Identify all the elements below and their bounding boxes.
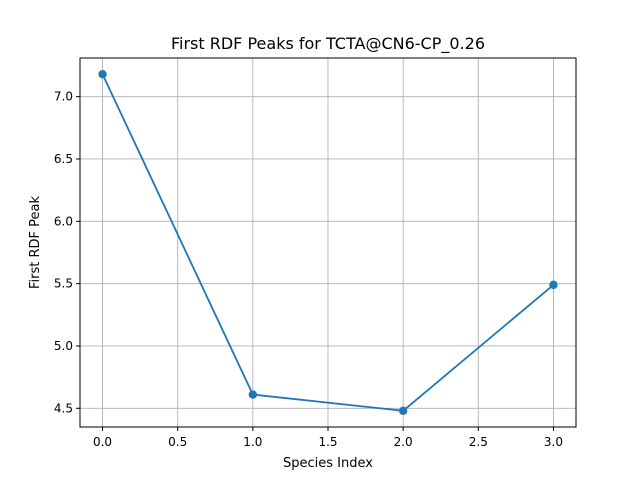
y-tick-label: 7.0 <box>54 90 73 104</box>
x-tick-label: 3.0 <box>544 435 563 449</box>
series-layer <box>98 70 558 415</box>
x-tick-label: 2.0 <box>394 435 413 449</box>
x-tick-label: 1.5 <box>318 435 337 449</box>
x-tick-label: 0.0 <box>93 435 112 449</box>
x-tick-label: 1.0 <box>243 435 262 449</box>
series-line <box>101 73 555 412</box>
y-tick-label: 5.5 <box>54 277 73 291</box>
data-point <box>248 390 258 399</box>
x-axis-label: Species Index <box>283 456 373 471</box>
grid <box>80 58 576 427</box>
x-tick-label: 2.5 <box>469 435 488 449</box>
y-tick-label: 5.0 <box>54 339 73 353</box>
data-point <box>398 406 408 415</box>
y-tick-label: 6.5 <box>54 152 73 166</box>
y-tick-label: 6.0 <box>54 214 73 228</box>
chart-title: First RDF Peaks for TCTA@CN6-CP_0.26 <box>171 34 485 54</box>
data-point <box>98 70 107 79</box>
y-axis-label: First RDF Peak <box>28 196 43 289</box>
y-tick-label: 4.5 <box>54 401 73 415</box>
ticks: 0.0 0.5 1.0 1.5 2.0 2.5 3.0 4.5 5.0 5.5 6.0 6.5 7.0 <box>54 90 563 449</box>
x-tick-label: 0.5 <box>168 435 187 449</box>
data-point <box>549 280 558 290</box>
